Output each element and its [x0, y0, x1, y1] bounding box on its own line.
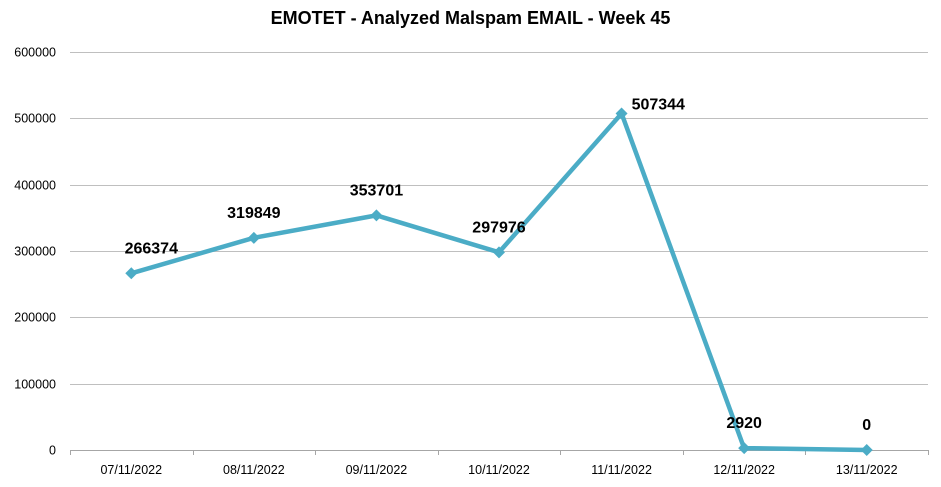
data-point-marker: [247, 231, 260, 244]
x-tick-label: 10/11/2022: [468, 463, 530, 477]
x-tick-label: 13/11/2022: [836, 463, 898, 477]
data-point-marker: [738, 442, 751, 455]
series-line: [129, 111, 869, 453]
data-label: 319849: [227, 205, 280, 222]
y-tick-label: 300000: [14, 245, 56, 259]
data-label: 507344: [632, 96, 685, 113]
y-tick-label: 600000: [14, 46, 56, 60]
y-tick-label: 200000: [14, 311, 56, 325]
data-point-marker: [615, 107, 628, 120]
x-tick-label: 07/11/2022: [100, 463, 162, 477]
chart-title: EMOTET - Analyzed Malspam EMAIL - Week 4…: [270, 8, 671, 28]
y-tick-label: 0: [49, 444, 56, 458]
y-tick-label: 400000: [14, 179, 56, 193]
data-label: 266374: [125, 240, 178, 257]
data-label: 2920: [726, 415, 762, 432]
x-tick-label: 11/11/2022: [591, 463, 652, 477]
data-point-marker: [860, 444, 873, 456]
data-point-marker: [125, 267, 138, 280]
x-tick-label: 09/11/2022: [346, 463, 408, 477]
data-point-marker: [493, 246, 505, 259]
data-point-marker: [370, 209, 383, 222]
x-tick-label: 12/11/2022: [713, 463, 775, 477]
x-tick-label: 08/11/2022: [223, 463, 285, 477]
y-tick-label: 500000: [14, 112, 56, 126]
data-label: 353701: [350, 182, 403, 199]
y-tick-label: 100000: [14, 378, 56, 392]
data-label: 0: [862, 417, 871, 434]
data-label: 297976: [472, 219, 525, 236]
